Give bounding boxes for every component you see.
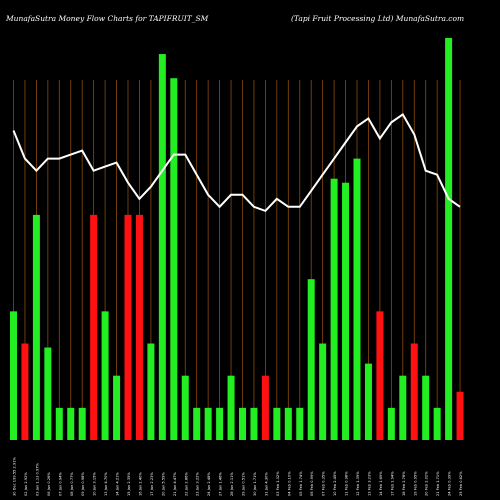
x-tick-label: 03 Jan 1.13 0.97% bbox=[35, 462, 39, 496]
bar-down bbox=[135, 214, 143, 440]
bar-up bbox=[422, 375, 430, 440]
bar-up bbox=[307, 279, 315, 440]
bar-down bbox=[90, 214, 98, 440]
bar-up bbox=[284, 407, 292, 440]
bar-up bbox=[273, 407, 281, 440]
bar-up bbox=[250, 407, 258, 440]
bar-down bbox=[261, 375, 269, 440]
x-tick-label: 14 Jan 4.21% bbox=[116, 472, 120, 496]
bar-up bbox=[193, 407, 201, 440]
bar-up bbox=[78, 407, 86, 440]
x-tick-label: 13 Jan 4.70% bbox=[104, 472, 108, 496]
bar-down bbox=[410, 343, 418, 440]
bar-up bbox=[170, 78, 178, 440]
x-tick-label: 22 Jan 2.86% bbox=[184, 472, 188, 496]
x-tick-label: 12 Feb 1.39% bbox=[356, 471, 360, 496]
bar-up bbox=[101, 311, 109, 440]
money-flow-line bbox=[12, 112, 461, 213]
x-tick-label: 07 Feb 0.35% bbox=[322, 471, 326, 496]
x-tick-label: 21 Feb 1.71% bbox=[436, 471, 440, 496]
x-tick-label: 16 Jan 2.40% bbox=[138, 472, 142, 496]
x-tick-label: 21 Jan 4.47% bbox=[173, 472, 177, 496]
bar-up bbox=[445, 38, 453, 440]
x-tick-label: 13 Feb 3.23% bbox=[367, 471, 371, 496]
x-tick-label: 05 Feb 1.74% bbox=[299, 471, 303, 496]
bar-up bbox=[227, 375, 235, 440]
bar-up bbox=[204, 407, 212, 440]
bar-down bbox=[124, 214, 132, 440]
bar-up bbox=[55, 407, 63, 440]
x-tick-label: 20 Feb 2.02% bbox=[425, 471, 429, 496]
bar-up bbox=[113, 375, 121, 440]
bar-up bbox=[216, 407, 224, 440]
bar-down bbox=[376, 311, 384, 440]
x-tick-label: 07 Jan 0.94% bbox=[58, 472, 62, 496]
x-tick-label: 09 Jan 0.98% bbox=[81, 472, 85, 496]
x-axis-labels: 30 Dec 199.55 2.91% 02 Jan 2.92% 03 Jan 1.… bbox=[13, 456, 464, 496]
x-tick-label: 06 Jan 0.26% bbox=[47, 472, 51, 496]
bar-up bbox=[399, 375, 407, 440]
x-tick-label: 20 Jan 5.59% bbox=[161, 472, 165, 496]
bar-up bbox=[44, 347, 52, 440]
bar-up bbox=[433, 407, 441, 440]
grid-lines bbox=[13, 80, 461, 440]
bar-up bbox=[239, 407, 246, 440]
x-tick-label: 02 Jan 2.92% bbox=[24, 472, 28, 496]
x-tick-label: 27 Jan 1.46% bbox=[219, 472, 223, 496]
x-tick-label: 08 Jan 0.77% bbox=[70, 472, 74, 496]
chart-title: MunafaSutra Money Flow Charts for TAPIFR… bbox=[6, 14, 209, 23]
x-tick-label: 11 Feb 0.98% bbox=[345, 471, 349, 496]
x-tick-label: 30 Dec 199.55 2.91% bbox=[13, 456, 17, 496]
x-tick-label: 24 Feb 0.39% bbox=[448, 471, 452, 496]
bar-up bbox=[342, 182, 350, 440]
bar-down bbox=[21, 343, 29, 440]
bar-up bbox=[147, 343, 155, 440]
x-tick-label: 30 Jan 1.71% bbox=[253, 472, 257, 496]
x-tick-label: 19 Feb 0.95% bbox=[413, 471, 417, 496]
x-tick-label: 03 Feb 1.32% bbox=[276, 471, 280, 496]
chart-subtitle: (Tapi Fruit Processing Ltd) MunafaSutra.… bbox=[291, 14, 465, 23]
bar-up bbox=[32, 214, 40, 440]
bar-up bbox=[296, 407, 304, 440]
x-tick-label: 17 Feb 1.94% bbox=[390, 471, 394, 496]
bar-down bbox=[456, 391, 464, 440]
bar-up bbox=[353, 158, 361, 440]
bar-up bbox=[67, 407, 75, 440]
bar-up bbox=[181, 375, 189, 440]
bar-up bbox=[387, 407, 395, 440]
x-tick-label: 25 Feb 0.62% bbox=[459, 471, 463, 496]
x-tick-label: 04 Feb 0.10% bbox=[287, 471, 291, 496]
x-tick-label: 14 Feb 1.69% bbox=[379, 471, 383, 496]
x-tick-label: 10 Jan 3.15% bbox=[93, 472, 97, 496]
x-tick-label: 15 Jan 2.35% bbox=[127, 472, 131, 496]
bar-up bbox=[10, 311, 17, 440]
x-tick-label: 24 Jan 2.48% bbox=[207, 472, 211, 496]
x-tick-label: 18 Feb 2.78% bbox=[402, 471, 406, 496]
volume-bars bbox=[10, 38, 464, 440]
bar-up bbox=[330, 178, 338, 440]
bar-up bbox=[158, 54, 166, 440]
x-tick-label: 23 Jan 3.22% bbox=[196, 472, 200, 496]
x-tick-label: 31 Jan 4.30% bbox=[264, 472, 268, 496]
x-tick-label: 29 Jan 0.51% bbox=[242, 472, 246, 496]
x-tick-label: 17 Jan 2.23% bbox=[150, 472, 154, 496]
x-tick-label: 10 Feb 2.45% bbox=[333, 471, 337, 496]
x-tick-label: 06 Feb 0.99% bbox=[310, 471, 314, 496]
bar-up bbox=[319, 343, 327, 440]
bar-up bbox=[364, 363, 372, 440]
x-tick-label: 28 Jan 2.11% bbox=[230, 472, 234, 496]
